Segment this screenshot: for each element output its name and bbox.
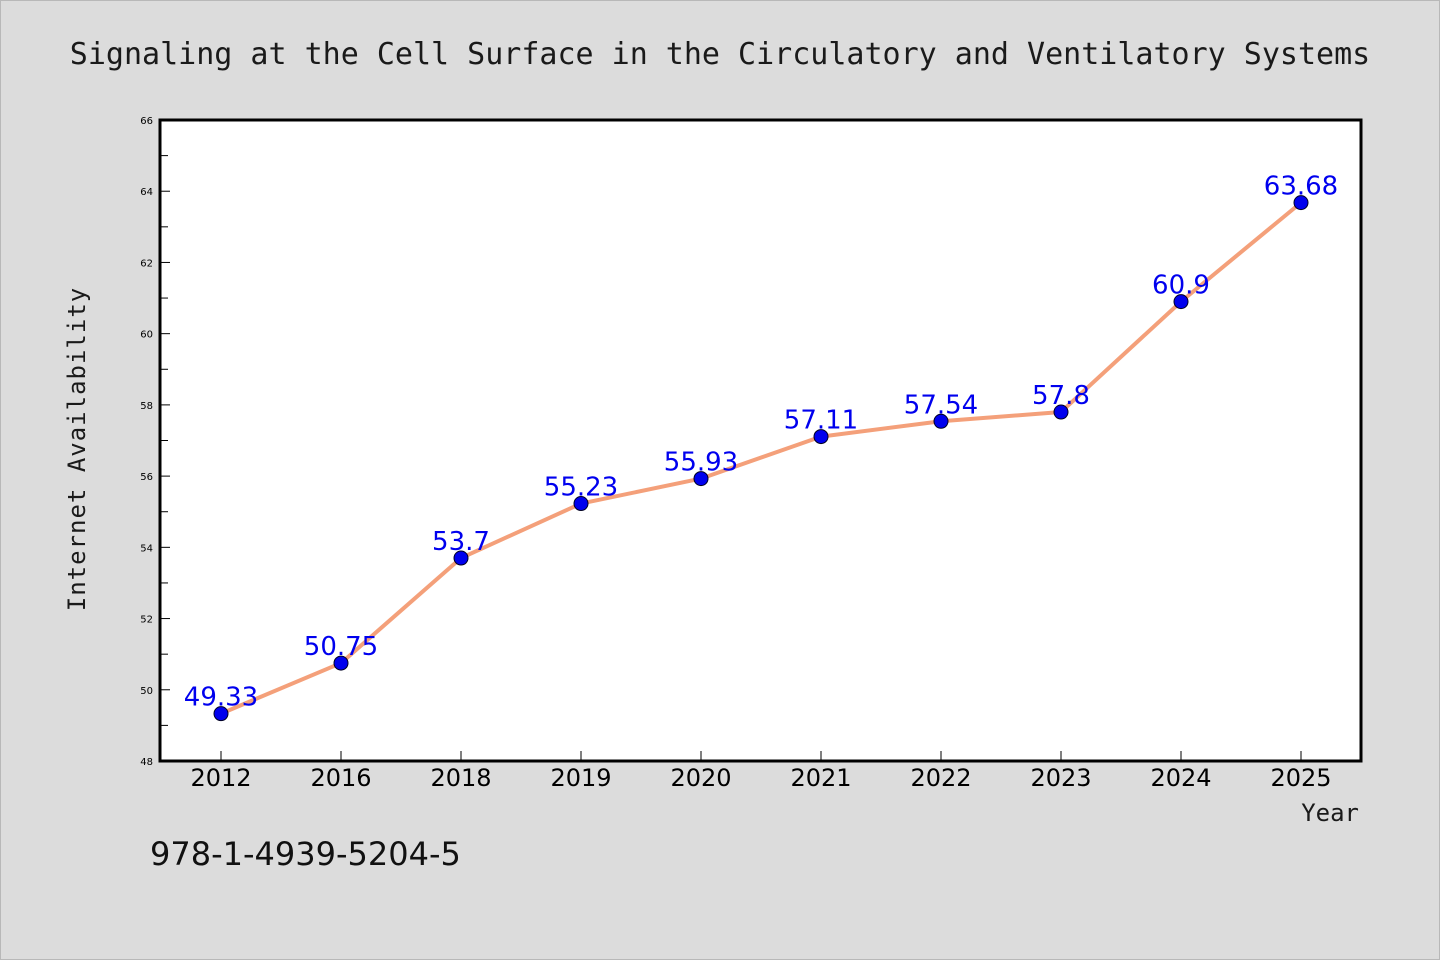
x-tick-label: 2018 [430,764,491,792]
x-tick-label: 2023 [1030,764,1091,792]
y-tick-label: 66 [140,116,153,127]
data-label: 63.68 [1264,172,1338,202]
data-point [213,706,229,722]
data-point [1293,195,1309,211]
x-tick-label: 2016 [310,764,371,792]
data-point [693,471,709,487]
x-tick-label: 2021 [790,764,851,792]
y-tick-label: 56 [140,472,153,483]
data-point [933,413,949,429]
data-point [813,429,829,445]
x-tick-label: 2020 [670,764,731,792]
data-point [1053,404,1069,420]
chart-title: Signaling at the Cell Surface in the Cir… [70,37,1370,72]
x-tick-label: 2022 [910,764,971,792]
x-tick-label: 2012 [190,764,251,792]
data-label: 53.7 [432,527,490,557]
x-axis: 2012 2016 2018 2019 2020 2021 2022 2023 2024 2025 [190,751,1332,792]
x-axis-label: Year [1301,799,1359,827]
y-tick-label: 50 [140,686,153,697]
data-label: 60.9 [1152,271,1210,301]
data-label: 57.11 [784,406,858,436]
data-label: 49.33 [184,683,258,713]
data-label: 57.8 [1032,381,1090,411]
y-tick-label: 62 [140,258,153,269]
y-tick-label: 64 [140,187,153,198]
y-tick-label: 48 [140,757,153,768]
data-label: 57.54 [904,390,978,420]
data-label: 50.75 [304,632,378,662]
y-tick-label: 60 [140,330,153,341]
y-tick-label: 52 [140,615,153,626]
series-line [219,200,1303,716]
y-tick-label: 54 [140,543,153,554]
plot-area [158,118,1363,763]
data-label: 55.23 [544,473,618,503]
series-layer [213,195,1309,722]
data-point [573,496,589,512]
x-tick-label: 2025 [1270,764,1331,792]
x-tick-label: 2024 [1150,764,1211,792]
data-labels: 49.33 50.75 53.7 55.23 55.93 57.11 57.54 57.8 60… [184,172,1338,713]
data-point [333,655,349,671]
data-point [453,550,469,566]
isbn-text: 978-1-4939-5204-5 [150,835,461,873]
y-axis-label: Internet Availability [63,287,91,611]
y-tick-label: 58 [140,401,153,412]
x-tick-label: 2019 [550,764,611,792]
data-point [1173,294,1189,310]
y-axis: 48 50 52 54 56 58 60 62 64 66 [140,116,170,768]
data-label: 55.93 [664,448,738,478]
